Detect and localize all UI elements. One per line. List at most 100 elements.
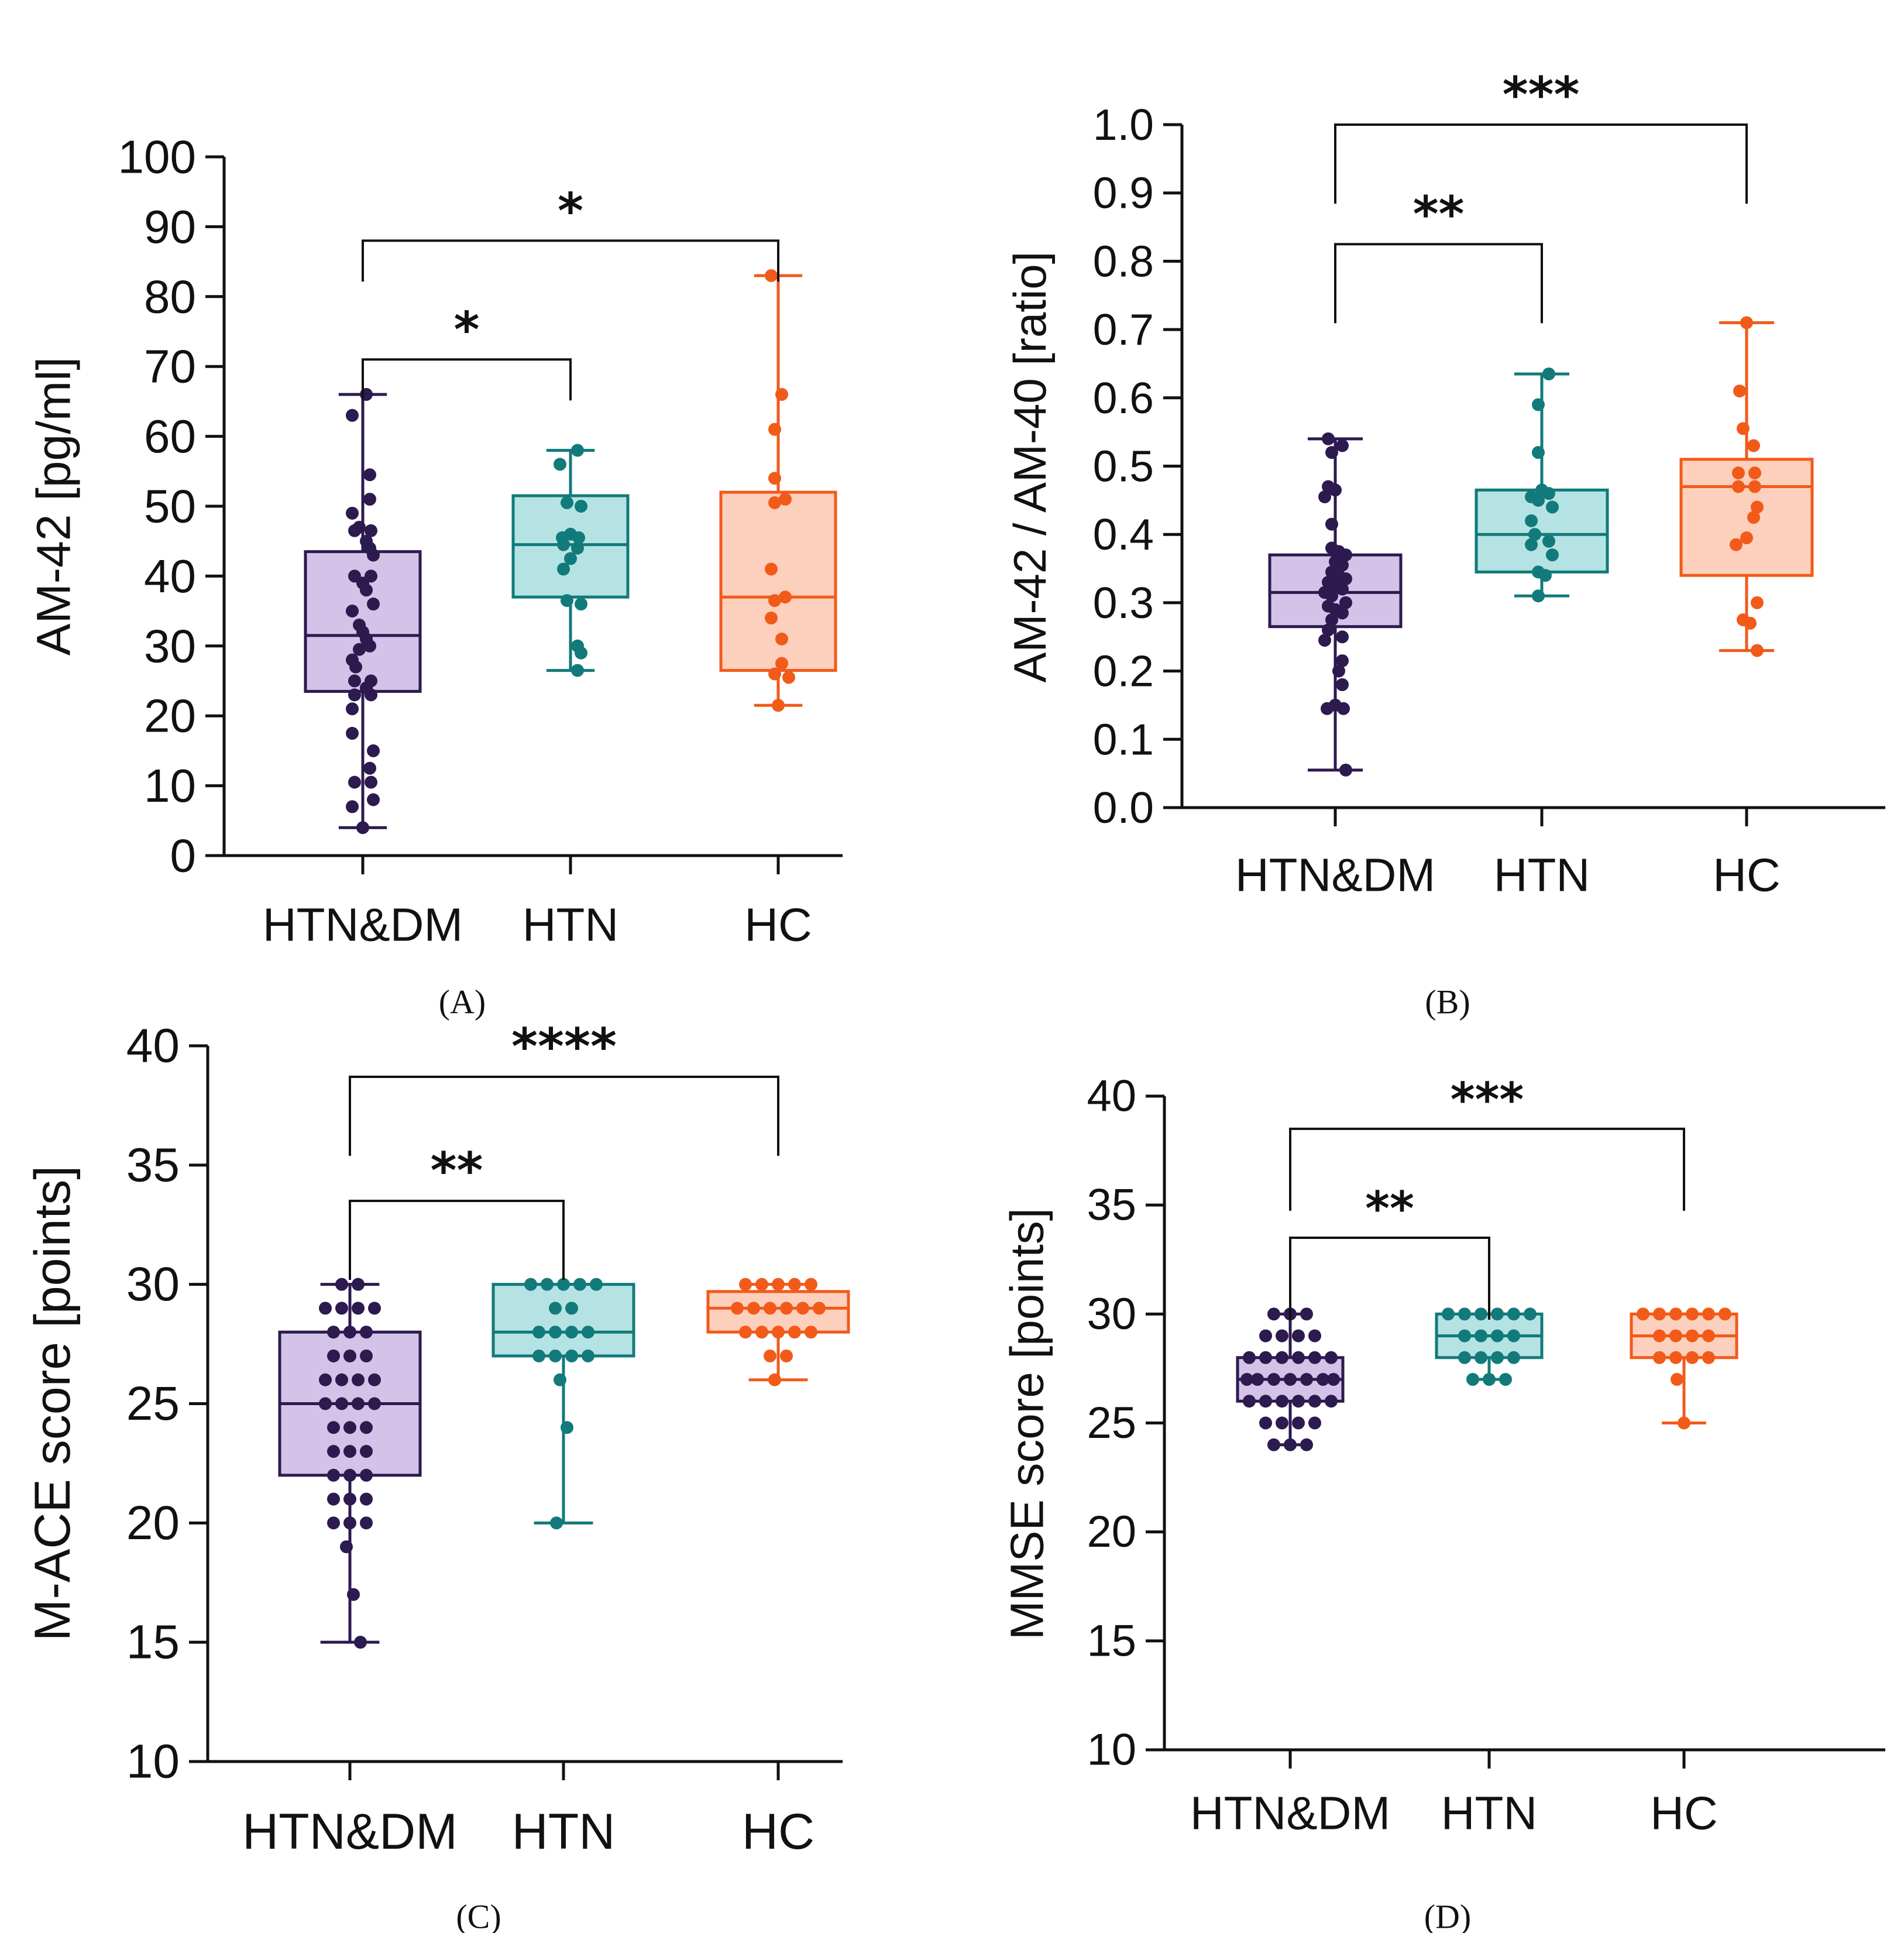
data-point: [368, 1397, 381, 1410]
data-point: [565, 1302, 578, 1315]
y-tick-label: 30: [126, 1258, 180, 1311]
data-point: [335, 1278, 348, 1291]
data-point: [335, 1373, 348, 1386]
data-point: [772, 1278, 785, 1291]
data-point: [343, 1445, 356, 1458]
data-point: [1284, 1438, 1297, 1451]
data-point: [1322, 623, 1335, 637]
data-point: [1751, 596, 1764, 609]
y-tick-label: 20: [1087, 1507, 1136, 1557]
data-point: [1491, 1329, 1504, 1343]
data-point: [360, 1445, 373, 1458]
data-point: [554, 1373, 566, 1386]
data-point: [1336, 630, 1349, 644]
data-point: [1332, 664, 1345, 678]
y-tick-label: 0.6: [1093, 373, 1154, 423]
data-point: [813, 1302, 826, 1315]
data-point: [1524, 1307, 1537, 1321]
panel-label: (A): [439, 983, 486, 1021]
data-point: [1458, 1351, 1471, 1364]
data-point: [363, 761, 376, 775]
box-htn-dm: [1268, 432, 1403, 777]
data-point: [805, 1326, 817, 1339]
x-category-label: HTN: [512, 1804, 616, 1860]
x-category-label: HTN: [1441, 1787, 1537, 1839]
data-point: [561, 496, 573, 510]
data-point: [561, 1421, 573, 1434]
y-tick-label: 1.0: [1093, 100, 1154, 149]
data-point: [572, 531, 585, 544]
significance-label: ***: [1503, 66, 1580, 123]
data-point: [1747, 511, 1760, 524]
significance-bracket: [1289, 1127, 1685, 1211]
data-point: [1243, 1351, 1256, 1364]
data-point: [343, 1468, 356, 1482]
y-axis-title: AM-42 / AM-40 [ratio]: [1004, 252, 1056, 683]
data-point: [575, 598, 587, 611]
data-point: [1539, 569, 1552, 582]
data-point: [772, 699, 785, 712]
data-point: [1740, 531, 1753, 545]
data-point: [1300, 1438, 1313, 1451]
data-point: [1325, 589, 1338, 603]
x-category-label: HTN&DM: [1190, 1787, 1390, 1839]
data-point: [768, 423, 781, 436]
data-point: [1321, 702, 1334, 715]
data-point: [343, 1492, 356, 1506]
data-point: [1259, 1395, 1272, 1408]
data-point: [565, 1349, 578, 1362]
box-htn-dm: [1236, 1307, 1345, 1451]
box-hc: [1630, 1307, 1738, 1430]
data-point: [1525, 514, 1538, 527]
data-point: [1532, 398, 1545, 411]
panel-label: (B): [1425, 983, 1470, 1021]
data-point: [731, 1302, 744, 1315]
data-point: [768, 667, 781, 681]
data-point: [348, 775, 361, 789]
data-point: [575, 646, 587, 660]
box-hc: [719, 269, 837, 712]
data-point: [327, 1516, 340, 1530]
significance-bracket: [1289, 1237, 1490, 1320]
data-point: [360, 1492, 373, 1506]
data-point: [1336, 582, 1349, 596]
y-tick-label: 100: [118, 131, 196, 183]
data-point: [367, 548, 380, 562]
data-point: [768, 472, 781, 485]
data-point: [348, 674, 361, 688]
data-point: [1339, 763, 1352, 777]
data-point: [1732, 480, 1745, 493]
significance-bracket: [362, 358, 572, 401]
data-point: [1318, 634, 1331, 647]
x-category-label: HTN&DM: [263, 899, 463, 951]
data-point: [327, 1326, 340, 1339]
box-htn-dm: [304, 387, 422, 835]
y-tick-label: 70: [144, 341, 196, 393]
data-point: [1499, 1373, 1512, 1386]
significance-label: **: [1413, 186, 1465, 243]
data-point: [352, 1397, 365, 1410]
data-point: [1325, 613, 1338, 627]
data-point: [1733, 384, 1746, 398]
y-axis-title: M-ACE score [points]: [25, 1166, 81, 1641]
data-point: [805, 1278, 817, 1291]
data-point: [1491, 1351, 1504, 1364]
data-point: [1686, 1329, 1699, 1343]
data-point: [352, 1302, 365, 1315]
data-point: [772, 1326, 785, 1339]
data-point: [360, 1349, 373, 1362]
data-point: [1719, 1307, 1731, 1321]
data-point: [788, 1326, 801, 1339]
data-point: [1318, 490, 1331, 504]
data-point: [346, 605, 359, 618]
box-hc: [706, 1278, 850, 1386]
data-point: [1329, 483, 1342, 497]
data-point: [1507, 1351, 1520, 1364]
x-category-label: HC: [742, 1804, 814, 1860]
significance-bracket: [349, 1199, 565, 1280]
data-point: [1336, 558, 1349, 572]
data-point: [1532, 446, 1545, 459]
y-tick-label: 80: [144, 270, 196, 322]
data-point: [564, 552, 577, 565]
data-point: [343, 1349, 356, 1362]
